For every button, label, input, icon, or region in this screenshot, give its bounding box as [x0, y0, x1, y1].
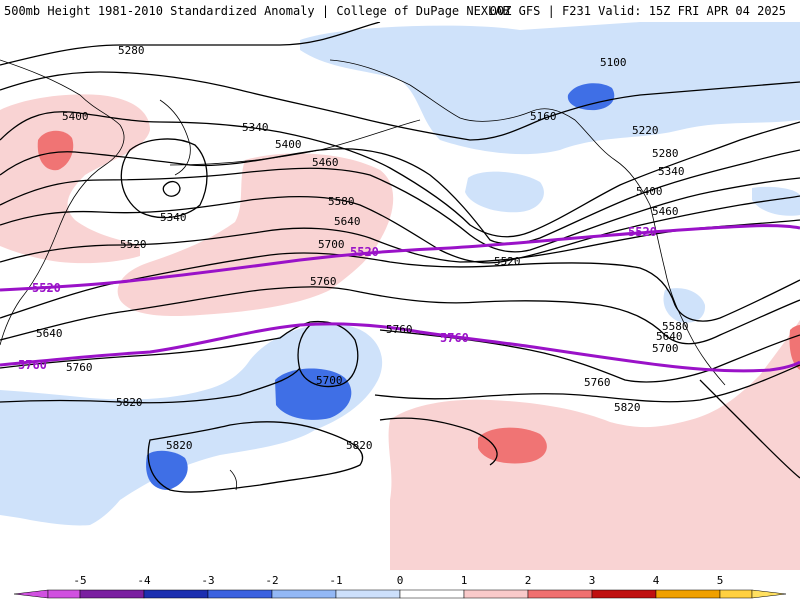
contour-label: 5760 [386, 323, 413, 336]
highlight-label: 5520 [32, 281, 61, 295]
contour-label: 5700 [316, 374, 343, 387]
positive-anomaly-southeast-pacific [388, 320, 800, 570]
negative-anomaly-gulf [465, 171, 544, 213]
strong-positive-southeast [478, 427, 547, 464]
coastline-alaska [329, 59, 651, 206]
negative-anomaly-california [663, 288, 706, 323]
colorbar-tick-label: 4 [653, 574, 660, 587]
contour-label: 5760 [66, 361, 93, 374]
anomaly-colorbar: -5 -4 -3 -2 -1 0 1 2 3 4 5 [13, 574, 787, 599]
colorbar-tick-label: -2 [265, 574, 278, 587]
strong-negative-pacific [275, 368, 352, 420]
contour-label: 5820 [346, 439, 373, 452]
positive-anomaly-north-pacific [117, 153, 394, 317]
contour-labels: 5280 5100 5400 5340 5160 5220 5400 5460 … [36, 44, 689, 452]
model-run-info: 00Z GFS | F231 Valid: 15Z FRI APR 04 202… [489, 4, 786, 18]
contour-label: 5760 [310, 275, 337, 288]
contour-label: 5400 [275, 138, 302, 151]
contour-label: 5280 [652, 147, 679, 160]
colorbar-swatch [655, 589, 721, 599]
contour-label: 5820 [614, 401, 641, 414]
negative-anomaly-pacific-southwest [0, 324, 383, 526]
colorbar-tick-label: -1 [329, 574, 342, 587]
colorbar-tick-label: -4 [137, 574, 151, 587]
colorbar-swatch [271, 589, 337, 599]
highlight-label: 5520 [628, 225, 657, 239]
contour-label: 5340 [242, 121, 269, 134]
coastlines [0, 59, 726, 491]
positive-anomaly-shading [0, 94, 800, 570]
contour-label: 5400 [636, 185, 663, 198]
contour-label: 5640 [334, 215, 361, 228]
strong-negative-bering [567, 83, 615, 111]
colorbar-swatch [399, 589, 465, 599]
contour-label: 5520 [494, 255, 521, 268]
highlight-label: 5760 [440, 331, 469, 345]
colorbar-tick-label: 0 [397, 574, 404, 587]
contour-label: 5100 [600, 56, 627, 69]
colorbar-swatch [591, 589, 657, 599]
colorbar-swatch [719, 589, 753, 599]
contour-label: 5700 [318, 238, 345, 251]
contour-label: 5640 [656, 330, 683, 343]
colorbar-tick-label: 5 [717, 574, 724, 587]
colorbar-tick-label: 3 [589, 574, 596, 587]
contour-label: 5640 [36, 327, 63, 340]
contour-label: 5340 [658, 165, 685, 178]
colorbar-swatch [335, 589, 401, 599]
colorbar-tick-label: -3 [201, 574, 214, 587]
colorbar-tick-label: 2 [525, 574, 532, 587]
contour-label: 5220 [632, 124, 659, 137]
colorbar-tick-label: 1 [461, 574, 468, 587]
contour-label: 5400 [62, 110, 89, 123]
coastline-hawaii [229, 469, 238, 491]
colorbar-swatch [463, 589, 529, 599]
contour-label: 5580 [662, 320, 689, 333]
colorbar-swatch [207, 589, 273, 599]
contour-label: 5340 [160, 211, 187, 224]
colorbar-swatch [527, 589, 593, 599]
contour-label: 5700 [652, 342, 679, 355]
contour-label: 5460 [312, 156, 339, 169]
contour-label: 5160 [530, 110, 557, 123]
negative-anomaly-canada-east [752, 186, 800, 216]
colorbar-swatches [13, 589, 787, 599]
colorbar-end-right [751, 589, 787, 599]
contour-label: 5580 [328, 195, 355, 208]
strong-negative-hawaii-west [146, 450, 188, 490]
contour-5760-highlight [0, 322, 800, 373]
highlighted-contours [0, 224, 800, 373]
anomaly-map: 5280 5100 5400 5340 5160 5220 5400 5460 … [0, 22, 800, 570]
coastline-asia [0, 59, 125, 346]
contour-label: 5820 [116, 396, 143, 409]
colorbar-swatch [143, 589, 209, 599]
highlight-label: 5520 [350, 245, 379, 259]
contour-label: 5520 [120, 238, 147, 251]
contour-label: 5820 [166, 439, 193, 452]
colorbar-end-left [13, 589, 49, 599]
contour-label: 5460 [652, 205, 679, 218]
strong-positive-japan [37, 130, 74, 171]
contour-label: 5280 [118, 44, 145, 57]
contour-label: 5760 [584, 376, 611, 389]
contour-5520-highlight [0, 224, 800, 292]
positive-anomaly-japan [0, 94, 150, 264]
coastline-west-us [649, 204, 726, 386]
colorbar-swatch [47, 589, 81, 599]
map-title: 500mb Height 1981-2010 Standardized Anom… [4, 4, 510, 18]
highlight-labels: 5520 5520 5520 5760 5760 [18, 225, 657, 372]
negative-anomaly-alaska [300, 22, 800, 155]
highlight-label: 5760 [18, 358, 47, 372]
map-header: 500mb Height 1981-2010 Standardized Anom… [0, 0, 800, 22]
colorbar-swatch [79, 589, 145, 599]
colorbar-tick-labels: -5 -4 -3 -2 -1 0 1 2 3 4 5 [73, 574, 723, 587]
coastline-kamchatka [159, 99, 191, 176]
colorbar-tick-label: -5 [73, 574, 86, 587]
